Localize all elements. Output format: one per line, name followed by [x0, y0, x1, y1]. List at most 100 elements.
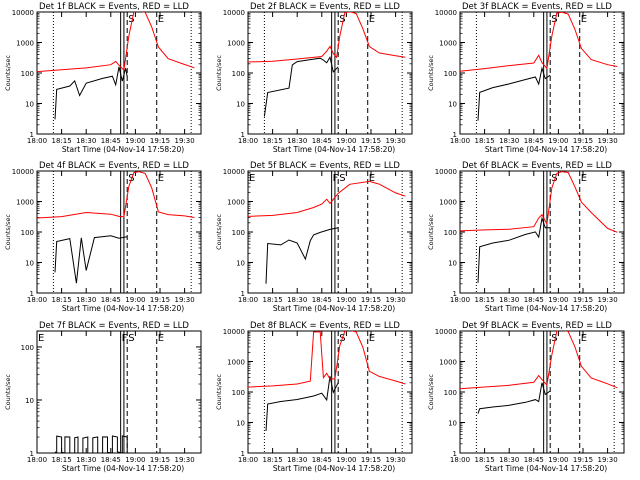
series-events-line — [263, 55, 339, 117]
x-tick-label: 18:15 — [52, 137, 72, 145]
y-tick-label: 10000 — [435, 328, 457, 336]
y-axis-label: Counts/sec — [4, 214, 12, 250]
plot-frame — [247, 170, 413, 294]
marker-label: E — [158, 14, 164, 25]
y-tick-label: 1 — [241, 290, 245, 298]
x-tick-label: 18:30 — [499, 456, 519, 464]
x-tick-label: 18:00 — [27, 137, 47, 145]
y-tick-label: 100 — [232, 389, 245, 397]
x-tick-label: 19:00 — [125, 296, 145, 304]
marker-label: F — [333, 173, 339, 184]
y-tick-label: 100 — [21, 229, 34, 237]
y-tick-label: 10000 — [435, 168, 457, 176]
marker-label: E — [369, 14, 375, 25]
y-tick-label: 10 — [448, 420, 457, 428]
x-axis-label: Start Time (04-Nov-14 17:58:20) — [62, 145, 184, 154]
x-tick-label: 18:00 — [238, 296, 258, 304]
x-tick-label: 18:30 — [76, 456, 96, 464]
x-tick-label: 19:15 — [361, 137, 381, 145]
y-tick-label: 1000 — [227, 359, 245, 367]
x-tick-label: 18:15 — [263, 137, 283, 145]
y-tick-label: 100 — [444, 229, 457, 237]
plot-frame — [459, 330, 625, 454]
x-tick-label: 19:00 — [548, 137, 568, 145]
y-tick-label: 1000 — [16, 199, 34, 207]
panel-title: Det 8f BLACK = Events, RED = LLD — [250, 321, 400, 331]
x-tick-label: 18:30 — [499, 137, 519, 145]
y-axis-label: Counts/sec — [215, 55, 223, 91]
detector-panel-9: Det 9f BLACK = Events, RED = LLD 1 10 100 10… — [427, 321, 625, 473]
x-tick-label: 18:30 — [76, 296, 96, 304]
x-tick-label: 19:00 — [125, 137, 145, 145]
x-tick-label: 19:30 — [386, 137, 406, 145]
detector-panel-6: Det 6f BLACK = Events, RED = LLD 1 10 100 10… — [427, 161, 625, 313]
x-axis-label: Start Time (04-Nov-14 17:58:20) — [62, 464, 184, 473]
y-tick-label: 1 — [241, 450, 245, 458]
x-tick-label: 19:30 — [386, 296, 406, 304]
y-tick-label: 1 — [453, 131, 457, 139]
x-tick-label: 19:00 — [336, 137, 356, 145]
y-tick-label: 1000 — [16, 40, 34, 48]
plot-frame — [459, 11, 625, 135]
y-tick-label: 1 — [453, 450, 457, 458]
marker-label: S — [339, 14, 345, 25]
detector-panel-2: Det 2f BLACK = Events, RED = LLD 1 10 100 10… — [215, 2, 413, 154]
y-tick-label: 10000 — [223, 328, 245, 336]
y-tick-label: 100 — [444, 70, 457, 78]
detector-panel-5: Det 5f BLACK = Events, RED = LLD 1 10 100 10… — [215, 161, 413, 313]
marker-label: S — [128, 333, 134, 344]
x-tick-label: 18:45 — [101, 296, 121, 304]
marker-label: F — [122, 333, 128, 344]
y-tick-label: 10000 — [435, 9, 457, 17]
x-tick-label: 19:15 — [150, 456, 170, 464]
y-tick-label: 10000 — [12, 9, 34, 17]
y-tick-label: 100 — [232, 229, 245, 237]
x-axis-label: Start Time (04-Nov-14 17:58:20) — [273, 464, 395, 473]
series-lld-line — [460, 12, 618, 72]
y-tick-label: 10 — [448, 260, 457, 268]
x-tick-label: 18:45 — [101, 137, 121, 145]
x-tick-label: 18:45 — [524, 296, 544, 304]
panel-title: Det 5f BLACK = Events, RED = LLD — [250, 161, 400, 171]
series-events-line — [54, 235, 128, 284]
x-axis-label: Start Time (04-Nov-14 17:58:20) — [273, 304, 395, 313]
x-axis-label: Start Time (04-Nov-14 17:58:20) — [62, 304, 184, 313]
series-events-line — [477, 382, 551, 414]
y-axis-label: Counts/sec — [215, 374, 223, 410]
y-tick-label: 1000 — [439, 199, 457, 207]
marker-label: E — [369, 333, 375, 344]
x-tick-label: 18:15 — [475, 137, 495, 145]
y-tick-label: 1 — [241, 131, 245, 139]
panel-title: Det 3f BLACK = Events, RED = LLD — [462, 2, 612, 12]
series-lld-line — [460, 331, 618, 390]
x-tick-label: 18:30 — [499, 296, 519, 304]
marker-label: E — [581, 14, 587, 25]
panel-title: Det 4f BLACK = Events, RED = LLD — [39, 161, 189, 171]
x-tick-label: 18:15 — [475, 296, 495, 304]
series-events-line — [54, 435, 128, 453]
detector-panel-8: Det 8f BLACK = Events, RED = LLD 1 10 100 10… — [215, 321, 413, 473]
plot-frame — [36, 330, 202, 454]
x-tick-label: 18:00 — [238, 456, 258, 464]
y-tick-label: 10 — [25, 101, 34, 109]
series-lld-line — [460, 171, 618, 233]
y-tick-label: 10000 — [223, 9, 245, 17]
x-tick-label: 18:45 — [524, 137, 544, 145]
series-lld-line — [37, 12, 195, 73]
y-tick-label: 10000 — [223, 168, 245, 176]
series-lld-line — [248, 12, 406, 63]
y-tick-label: 100 — [21, 70, 34, 78]
x-tick-label: 19:15 — [573, 456, 593, 464]
x-tick-label: 19:30 — [386, 456, 406, 464]
y-tick-label: 1 — [30, 131, 34, 139]
y-tick-label: 10 — [236, 260, 245, 268]
y-tick-label: 1 — [30, 290, 34, 298]
panel-title: Det 1f BLACK = Events, RED = LLD — [39, 2, 189, 12]
x-tick-label: 19:00 — [125, 456, 145, 464]
y-axis-label: Counts/sec — [215, 214, 223, 250]
panel-title: Det 2f BLACK = Events, RED = LLD — [250, 2, 400, 12]
x-tick-label: 19:15 — [150, 296, 170, 304]
x-tick-label: 19:00 — [548, 296, 568, 304]
x-tick-label: 19:15 — [150, 137, 170, 145]
y-tick-label: 10 — [25, 260, 34, 268]
